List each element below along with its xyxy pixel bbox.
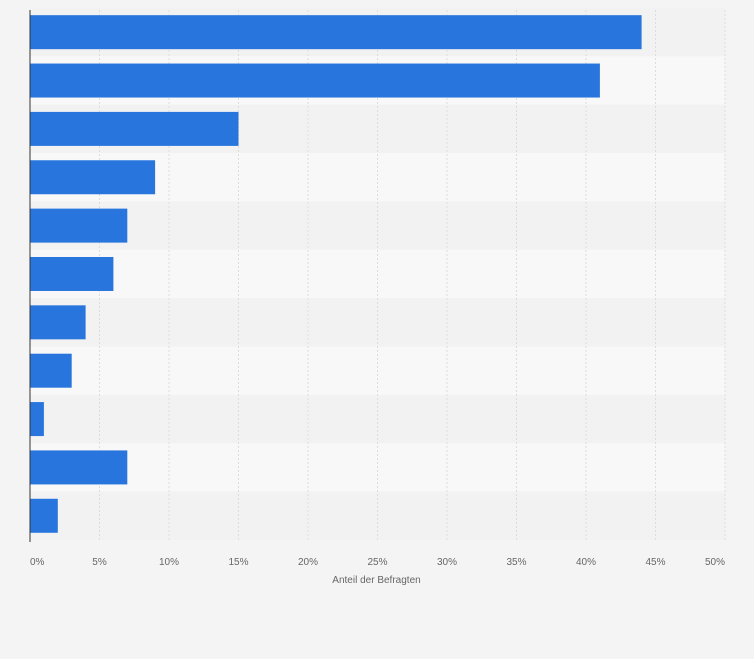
- bar: [30, 402, 44, 437]
- bar: [30, 15, 642, 50]
- x-tick-label: 0%: [30, 557, 45, 568]
- bar: [30, 498, 58, 533]
- x-tick-label: 20%: [298, 557, 318, 568]
- bars: [30, 15, 642, 533]
- bar: [30, 208, 128, 243]
- x-tick-label: 30%: [437, 557, 457, 568]
- row-band: [30, 201, 725, 250]
- bar: [30, 353, 72, 388]
- x-tick-label: 5%: [92, 557, 107, 568]
- x-tick-label: 10%: [159, 557, 179, 568]
- x-tick-label: 40%: [576, 557, 596, 568]
- x-tick-label: 50%: [705, 557, 725, 568]
- x-tick-label: 25%: [367, 557, 387, 568]
- x-tick-labels: 0% 5% 10% 15% 20% 25% 30% 35% 40% 45% 50%: [30, 557, 725, 568]
- bar: [30, 63, 600, 98]
- bar: [30, 160, 156, 195]
- x-axis-title: Anteil der Befragten: [332, 575, 420, 586]
- x-tick-label: 35%: [506, 557, 526, 568]
- bar: [30, 450, 128, 485]
- x-tick-label: 45%: [645, 557, 665, 568]
- bar: [30, 256, 114, 291]
- x-tick-label: 15%: [228, 557, 248, 568]
- bar: [30, 111, 239, 146]
- bar: [30, 305, 86, 340]
